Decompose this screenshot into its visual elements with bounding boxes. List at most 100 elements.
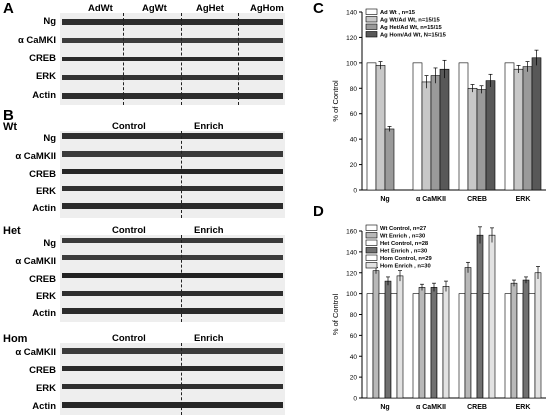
wt-blot-image: [60, 131, 285, 218]
bar-d: [476, 234, 484, 399]
y-tick-label: 60: [350, 333, 358, 340]
legend-label: Ag Hom/Ad Wt, N=15/15: [380, 33, 447, 39]
bar-c: [366, 62, 377, 191]
x-tick-label: ERK: [516, 196, 531, 203]
lane-divider: [181, 343, 182, 415]
panel-letter-a: A: [3, 0, 14, 17]
bar-c: [467, 87, 478, 191]
blot-label-actin: Actin: [32, 90, 56, 101]
blot-label-erk: ERK: [35, 186, 56, 197]
lane-divider: [238, 13, 239, 105]
hom-header-control: Control: [112, 333, 146, 344]
blot-label-actin: Actin: [32, 203, 56, 214]
blot-label-ng: Ng: [43, 133, 56, 144]
bar-d: [418, 287, 426, 399]
blot-band: [62, 19, 283, 25]
legend-label: Ag Wt/Ad Wt, n=15/15: [380, 18, 441, 24]
y-tick-label: 80: [350, 86, 358, 93]
blot-label-camkii: α CaMKII: [15, 256, 56, 267]
x-tick-label: CREB: [467, 196, 487, 203]
y-tick-label: 0: [353, 188, 357, 195]
blot-label-creb: CREB: [29, 53, 56, 64]
x-tick-label: Ng: [380, 404, 389, 411]
bar-d: [372, 270, 380, 399]
y-axis-label: % of Control: [331, 294, 340, 336]
legend-swatch: [365, 224, 378, 231]
blot-label-creb: CREB: [29, 274, 56, 285]
y-tick-label: 120: [346, 35, 357, 42]
bar-d: [366, 293, 374, 399]
panel-a-header-aghet: AgHet: [196, 3, 224, 14]
y-tick-label: 60: [350, 111, 358, 118]
bar-c: [458, 62, 469, 191]
y-tick-label: 20: [350, 162, 358, 169]
hom-blot-image: [60, 343, 285, 415]
lane-divider: [181, 235, 182, 322]
blot-label-camki: α CaMKI: [17, 35, 56, 46]
bar-c: [504, 62, 515, 191]
blot-band: [62, 57, 283, 61]
legend-label: Ad Wt , n=15: [380, 10, 416, 16]
blot-label-erk: ERK: [35, 291, 56, 302]
bar-d: [390, 293, 398, 399]
y-tick-label: 20: [350, 375, 358, 382]
bar-c: [375, 65, 386, 191]
legend-swatch: [365, 262, 378, 269]
legend-label: Hom Control, n=29: [380, 256, 432, 262]
y-axis-label: % of Control: [331, 80, 340, 122]
blot-band: [62, 273, 283, 278]
blot-band: [62, 93, 283, 99]
blot-label-erk: ERK: [35, 383, 56, 394]
x-tick-label: ERK: [516, 404, 531, 411]
het-header-control: Control: [112, 225, 146, 236]
y-tick-label: 0: [353, 396, 357, 403]
blot-band: [62, 238, 283, 243]
blot-label-ng: Ng: [43, 238, 56, 249]
bar-d: [534, 272, 542, 399]
panel-a-blot-image: [60, 13, 285, 105]
chart-d: 0 20 40 60 80 100 120 140 160 % of Control Ng α CaM…: [331, 224, 546, 411]
legend-swatch: [365, 16, 378, 23]
bar-d: [528, 293, 536, 399]
bar-d: [470, 293, 478, 399]
bar-c: [421, 81, 432, 191]
legend-label: Wt Control, n=27: [380, 226, 426, 232]
x-tick-label: Ng: [380, 196, 389, 203]
panel-a-header-adwt: AdWt: [88, 3, 113, 14]
hom-header-enrich: Enrich: [194, 333, 224, 344]
het-blot-image: [60, 235, 285, 322]
bar-c: [522, 66, 533, 191]
panel-a-header-agwt: AgWt: [142, 3, 167, 14]
blot-label-creb: CREB: [29, 169, 56, 180]
blot-band: [62, 75, 283, 80]
blot-band: [62, 348, 283, 354]
blot-label-ng: Ng: [43, 16, 56, 27]
legend-swatch: [365, 232, 378, 239]
blot-band: [62, 38, 283, 43]
bar-d: [396, 275, 404, 399]
legend-swatch: [365, 31, 378, 38]
bar-d: [430, 287, 438, 399]
blot-band: [62, 402, 283, 408]
x-tick-label: α CaMKII: [416, 404, 446, 411]
lane-divider: [181, 13, 182, 105]
blot-label-camkii: α CaMKII: [15, 347, 56, 358]
panel-letter-b: B: [3, 107, 14, 124]
legend-swatch: [365, 239, 378, 246]
legend-label: Ag Het/Ad Wt, n=15/15: [380, 25, 442, 31]
group-title-hom: Hom: [3, 333, 28, 345]
blot-band: [62, 186, 283, 191]
bar-c: [439, 68, 450, 191]
legend-label: Het Enrich , n=30: [380, 249, 427, 255]
blot-label-creb: CREB: [29, 365, 56, 376]
lane-divider: [181, 131, 182, 218]
bar-d: [510, 282, 518, 399]
legend-label: Hom Enrich , n=30: [380, 264, 431, 270]
y-tick-label: 140: [346, 10, 357, 17]
blot-band: [62, 308, 283, 314]
panel-letter-c: C: [313, 0, 324, 17]
bar-d: [464, 267, 472, 399]
bar-d: [522, 279, 530, 399]
bar-c: [476, 89, 487, 191]
bar-c: [513, 68, 524, 191]
